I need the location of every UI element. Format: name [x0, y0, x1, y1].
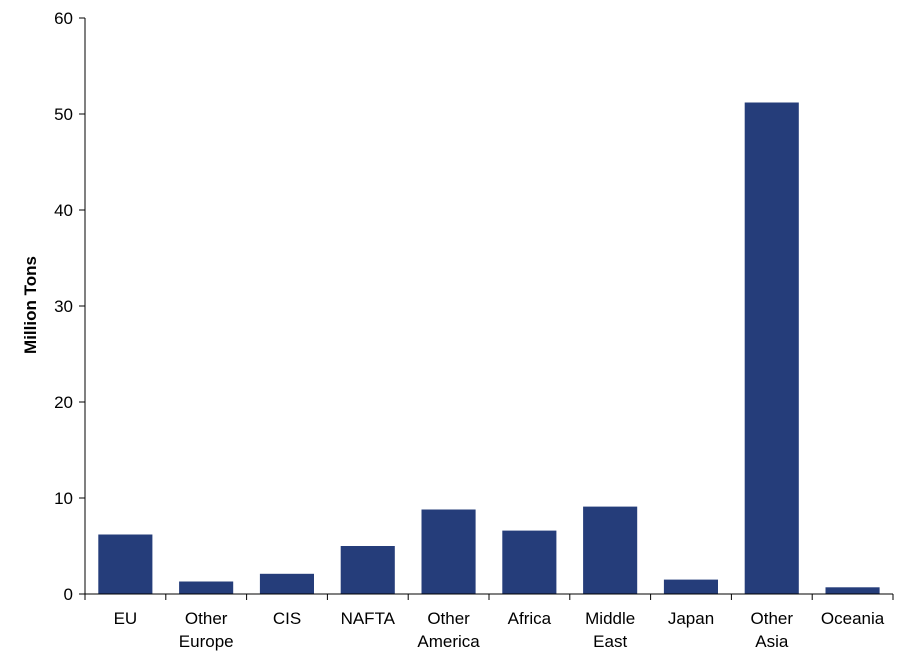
y-tick-label-6: 60	[54, 9, 73, 28]
bar-9	[825, 587, 880, 594]
y-tick-label-2: 20	[54, 393, 73, 412]
x-tick-label-2: CIS	[273, 609, 301, 628]
y-tick-label-4: 40	[54, 201, 73, 220]
y-tick-label-0: 0	[64, 585, 73, 604]
bar-5	[502, 530, 557, 594]
bar-2	[259, 573, 314, 594]
bar-6	[583, 506, 638, 594]
x-tick-label-1: Other Europe	[179, 609, 234, 651]
bar-0	[98, 534, 153, 594]
y-tick-label-3: 30	[54, 297, 73, 316]
y-axis: 0 10 20 30 40 50 60	[54, 9, 86, 604]
x-tick-label-7: Japan	[668, 609, 714, 628]
x-tick-label-9: Oceania	[821, 609, 885, 628]
bar-3	[340, 546, 395, 594]
x-tick-label-0: EU	[114, 609, 138, 628]
x-tick-label-3: NAFTA	[341, 609, 396, 628]
x-axis: EU Other Europe CIS NAFTA Other America Africa M…	[84, 593, 894, 651]
y-tick-label-5: 50	[54, 105, 73, 124]
x-tick-label-8: Other Asia	[751, 609, 794, 651]
bar-8	[744, 102, 799, 594]
y-tick-label-1: 10	[54, 489, 73, 508]
bar-1	[179, 581, 234, 594]
x-tick-label-6: Middle East	[585, 609, 635, 651]
x-tick-label-4: Other America	[417, 609, 480, 651]
bars-group	[98, 102, 880, 594]
x-tick-label-5: Africa	[508, 609, 552, 628]
bar-4	[421, 509, 476, 594]
y-axis-label: Million Tons	[21, 256, 40, 354]
bar-7	[663, 579, 718, 594]
